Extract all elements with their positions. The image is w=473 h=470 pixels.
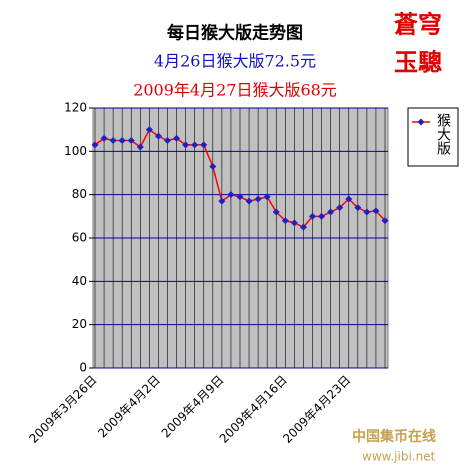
data-point	[173, 134, 181, 142]
data-point	[100, 134, 108, 142]
data-point	[290, 219, 298, 227]
chart-title: 每日猴大版走势图	[167, 23, 303, 44]
data-point	[127, 137, 135, 144]
data-point	[381, 217, 389, 225]
y-tick-label: 0	[79, 361, 87, 375]
data-point	[164, 137, 171, 144]
legend-label: 猴大版	[435, 113, 451, 156]
data-point	[154, 132, 162, 140]
data-point	[91, 141, 99, 149]
data-point	[281, 217, 289, 225]
data-point	[309, 212, 316, 220]
watermark: 中国集币在线	[352, 428, 436, 445]
data-point	[363, 208, 371, 216]
data-point	[236, 193, 244, 201]
x-tick-label: 2009年4月2日	[95, 373, 163, 441]
y-tick-label: 120	[64, 101, 87, 115]
y-tick-label: 60	[72, 231, 87, 245]
x-tick-label: 2009年4月9日	[159, 373, 227, 441]
data-point	[200, 141, 208, 149]
y-tick-label: 80	[72, 187, 87, 201]
data-point	[118, 137, 126, 144]
data-point	[345, 195, 353, 203]
data-point	[254, 195, 262, 203]
y-tick-label: 100	[64, 144, 87, 158]
data-point	[354, 204, 362, 212]
data-point	[209, 163, 217, 170]
x-tick-label: 2009年3月26日	[26, 373, 99, 446]
y-tick-label: 40	[72, 274, 87, 288]
data-point	[336, 204, 344, 212]
x-tick-label: 2009年4月16日	[217, 373, 290, 446]
subtitle: 2009年4月27日猴大版68元	[133, 81, 337, 100]
data-point	[245, 197, 253, 205]
logo: 玉驄	[394, 48, 442, 77]
data-point	[136, 143, 144, 151]
data-point	[272, 208, 280, 216]
data-point	[299, 223, 307, 231]
legend	[407, 107, 459, 167]
data-point	[372, 207, 380, 215]
data-point	[145, 126, 153, 134]
data-point	[191, 141, 199, 149]
watermark: www.jibi.net	[362, 450, 436, 464]
data-point	[109, 137, 117, 144]
logo: 蒼穹	[394, 10, 442, 39]
data-point	[263, 193, 271, 201]
x-tick-label: 2009年4月23日	[280, 373, 353, 446]
data-point	[218, 197, 226, 205]
subtitle: 4月26日猴大版72.5元	[154, 52, 316, 71]
data-point	[227, 191, 235, 199]
data-point	[318, 212, 326, 220]
legend-marker	[417, 118, 425, 126]
y-tick-label: 20	[72, 317, 87, 331]
data-point	[182, 141, 190, 149]
data-point	[327, 208, 335, 216]
